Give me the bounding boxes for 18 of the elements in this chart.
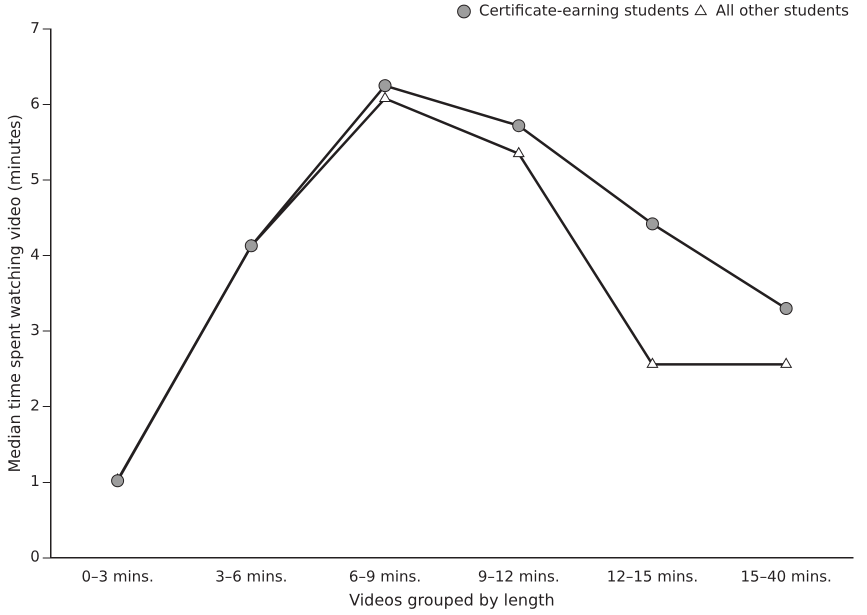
y-tick-label: 4 [30,246,40,264]
y-tick-label: 2 [30,396,40,415]
y-tick-label: 6 [30,94,40,112]
legend-label: Certificate-earning students [478,1,690,20]
legend-label: All other students [716,1,850,20]
x-tick-label: 12–15 mins. [606,568,698,586]
x-tick-label: 15–40 mins. [740,568,832,586]
y-tick-label: 1 [30,472,40,490]
y-tick-label: 7 [30,18,40,37]
x-tick-label: 6–9 mins. [348,568,422,586]
x-tick-label: 9–12 mins. [478,568,560,586]
x-axis-title: Videos grouped by length [349,590,555,610]
x-tick-label: 0–3 mins. [81,568,154,586]
y-tick-label: 3 [30,321,40,340]
y-tick-label: 0 [30,548,40,566]
x-tick-label: 3–6 mins. [215,568,288,586]
y-tick-label: 5 [30,170,40,188]
y-axis-title: Median time spent watching video (minutes) [4,114,24,473]
